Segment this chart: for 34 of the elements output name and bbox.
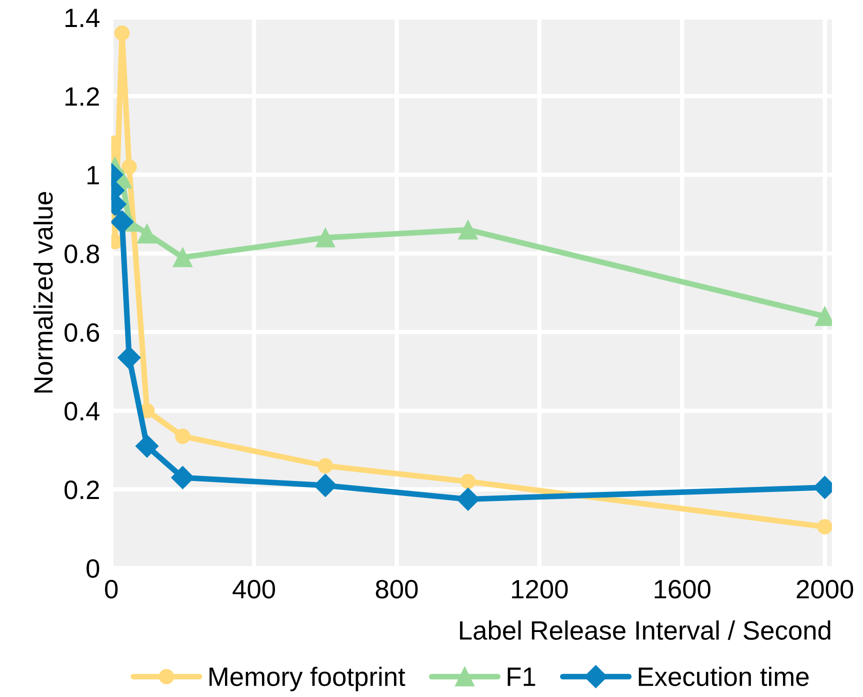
point [172,248,192,268]
y-tick-label: 1 [88,166,99,184]
point [136,434,158,458]
point [460,474,476,490]
x-tick-label: 2000 [796,580,854,599]
point [118,346,141,370]
x-tick-label: 400 [232,580,276,599]
legend-label: Execution time [638,666,809,686]
point [111,210,134,234]
point [316,228,336,248]
point [817,519,832,534]
x-tick-label: 800 [376,580,418,599]
point [122,159,137,175]
y-tick-label: 0.2 [64,480,99,500]
point [314,474,337,497]
y-axis-title: Normalized value [33,192,53,393]
point [318,458,334,474]
x-tick-label: 1200 [512,580,568,599]
legend-label: Memory footprint [210,666,406,692]
y-tick-label: 1.4 [66,8,100,27]
point [175,428,190,444]
x-axis-title: Label Release Interval / Second [460,620,830,640]
y-tick-label: 0 [86,559,100,578]
y-tick-label: 0.8 [64,244,100,264]
y-tick-label: 0.4 [64,402,100,421]
y-tick-label: 0.6 [64,323,100,342]
x-tick-label: 0 [105,580,118,599]
x-tick-label: 1600 [654,580,710,599]
point [458,220,478,240]
point [171,466,194,490]
point [114,26,130,41]
legend-label: F1 [508,668,536,686]
point [137,224,157,244]
y-tick-label: 1.2 [66,87,99,106]
